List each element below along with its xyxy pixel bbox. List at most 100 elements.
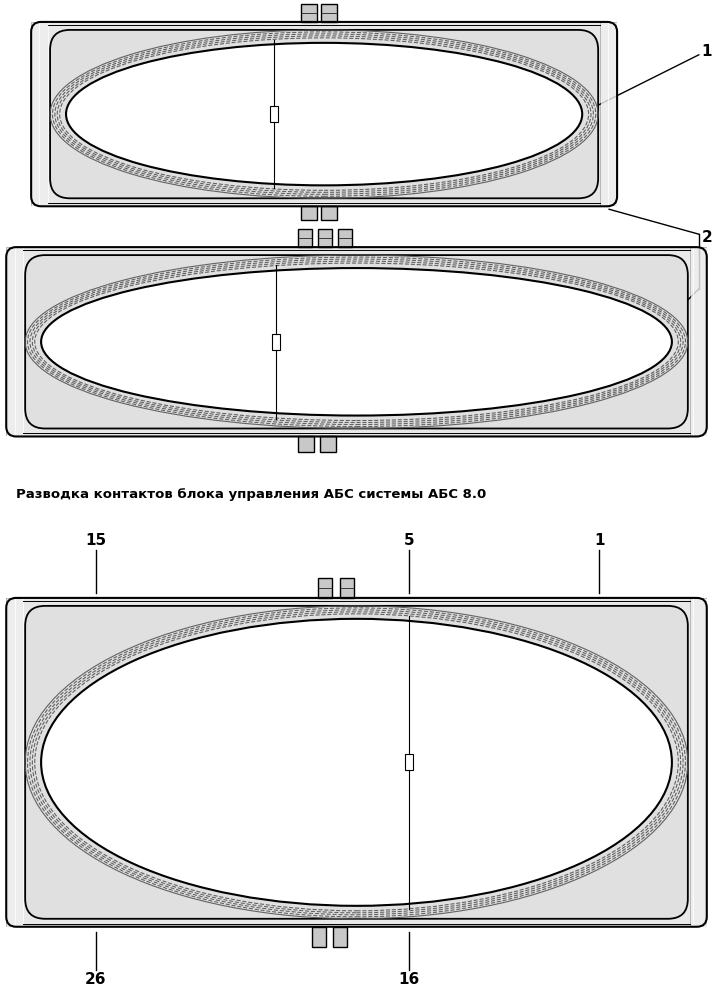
Bar xyxy=(390,102,397,109)
Bar xyxy=(73,103,95,125)
Bar xyxy=(496,120,503,127)
Bar xyxy=(667,346,673,352)
Bar xyxy=(364,749,371,756)
Bar xyxy=(74,110,93,119)
Bar xyxy=(467,331,473,337)
Bar xyxy=(156,768,162,775)
Bar xyxy=(485,346,491,352)
Bar xyxy=(167,110,187,119)
Bar xyxy=(690,598,707,927)
Bar xyxy=(594,331,600,337)
Bar xyxy=(66,749,74,756)
Bar xyxy=(542,758,561,766)
Bar xyxy=(448,346,455,352)
Bar xyxy=(156,749,162,756)
Bar xyxy=(275,749,282,756)
Bar xyxy=(340,331,345,337)
Bar xyxy=(431,758,450,766)
Bar xyxy=(336,120,343,127)
Bar xyxy=(126,749,133,756)
Bar xyxy=(430,331,436,337)
Bar xyxy=(119,103,142,125)
Bar xyxy=(96,749,103,756)
Bar xyxy=(318,578,332,598)
Bar xyxy=(102,331,124,352)
Bar xyxy=(6,598,23,927)
Bar xyxy=(215,749,222,756)
Bar xyxy=(303,346,309,352)
Bar xyxy=(310,120,317,127)
Bar xyxy=(550,120,557,127)
Text: Разводка контактов блока управления АБС системы АБС 8.0: Разводка контактов блока управления АБС … xyxy=(16,488,486,501)
Bar xyxy=(23,248,690,437)
Bar xyxy=(31,22,48,206)
Bar xyxy=(430,346,436,352)
Bar xyxy=(393,768,400,775)
Bar xyxy=(470,120,477,127)
Bar xyxy=(503,346,509,352)
Bar xyxy=(594,346,600,352)
Bar xyxy=(215,768,222,775)
Bar xyxy=(612,331,618,337)
Bar xyxy=(185,768,192,775)
Bar xyxy=(631,331,636,337)
Bar xyxy=(416,102,423,109)
Bar xyxy=(577,120,583,127)
Bar xyxy=(523,120,531,127)
Ellipse shape xyxy=(66,43,582,185)
Bar xyxy=(126,768,133,775)
Bar xyxy=(36,768,44,775)
Bar xyxy=(443,120,450,127)
Bar xyxy=(272,334,280,349)
Bar xyxy=(214,110,233,119)
Bar xyxy=(649,331,655,337)
Bar xyxy=(310,102,317,109)
Bar xyxy=(166,103,188,125)
Bar xyxy=(577,102,583,109)
Bar xyxy=(430,751,452,773)
Bar xyxy=(321,331,327,337)
Bar xyxy=(523,102,531,109)
Bar xyxy=(340,346,345,352)
Bar xyxy=(336,102,343,109)
Bar xyxy=(96,768,103,775)
Bar xyxy=(521,331,528,337)
Bar xyxy=(413,346,418,352)
FancyBboxPatch shape xyxy=(25,606,688,919)
Text: 1: 1 xyxy=(594,533,604,548)
Bar xyxy=(576,331,582,337)
Text: 26: 26 xyxy=(85,971,107,987)
Bar xyxy=(51,338,70,346)
Bar xyxy=(376,346,382,352)
Bar xyxy=(282,120,290,127)
Bar xyxy=(321,206,337,220)
Bar xyxy=(298,230,312,248)
Bar xyxy=(6,248,23,437)
Bar xyxy=(540,331,546,337)
Bar xyxy=(667,331,673,337)
Bar xyxy=(321,346,327,352)
Bar xyxy=(157,338,175,346)
Bar xyxy=(550,102,557,109)
Bar xyxy=(154,331,177,352)
Bar xyxy=(270,106,278,122)
Bar xyxy=(631,346,636,352)
Bar xyxy=(416,120,423,127)
Bar xyxy=(207,331,229,352)
Bar xyxy=(597,758,616,766)
Bar xyxy=(245,768,252,775)
Bar xyxy=(301,206,317,220)
Bar xyxy=(393,749,400,756)
Bar xyxy=(66,768,74,775)
Bar xyxy=(23,598,690,927)
Bar xyxy=(285,331,291,337)
Bar xyxy=(376,331,382,337)
Bar xyxy=(358,346,364,352)
Bar xyxy=(334,768,341,775)
Bar xyxy=(394,331,400,337)
Bar xyxy=(358,331,364,337)
Bar xyxy=(340,578,354,598)
Bar xyxy=(338,230,352,248)
Bar xyxy=(485,751,507,773)
FancyBboxPatch shape xyxy=(25,255,688,429)
